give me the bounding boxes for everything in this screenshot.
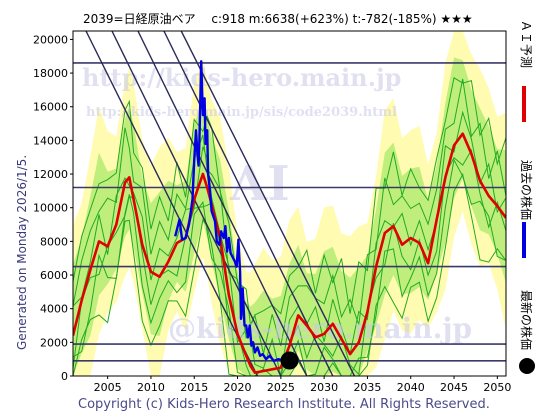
y-tick-label: 20000 (33, 33, 68, 46)
y-tick-label: 16000 (33, 101, 68, 114)
legend-ai-swatch (522, 86, 526, 122)
legend-latest-marker (519, 358, 535, 374)
x-tick-label: 2015 (180, 381, 208, 394)
x-tick-label: 2025 (267, 381, 295, 394)
plot-frame (72, 30, 507, 377)
trend-line (137, 31, 308, 376)
series-group (73, 60, 506, 374)
legend: ＡＩ予測 過去の株価 最新の株価 (519, 20, 535, 374)
forecast-bands (73, 31, 506, 376)
trend-lines (85, 31, 356, 376)
latest-price-marker (280, 351, 299, 370)
x-tick-label: 2005 (94, 381, 122, 394)
chart-title: 2039=日経原油ベア c:918 m:6638(+623%) t:-782(-… (83, 12, 473, 26)
scenario-line (73, 77, 506, 327)
ai-forecast-line (73, 132, 506, 374)
y-axis: 0 2000 4000 6000 8000 10000 12000 14000 16000 180… (33, 33, 73, 383)
x-tick-label: 2035 (353, 381, 381, 394)
watermark-group: http://kids-hero.main.jphttp://kids-hero… (82, 63, 472, 345)
trend-line (111, 31, 282, 376)
scenario-line (73, 110, 506, 376)
plot-area: http://kids-hero.main.jphttp://kids-hero… (72, 30, 507, 377)
legend-latest-label: 最新の株価 (519, 290, 534, 350)
scenario-line (73, 158, 506, 376)
scenario-line (73, 172, 506, 376)
y-tick-label: 12000 (33, 168, 68, 181)
y-tick-label: 8000 (40, 235, 68, 248)
copyright: Copyright (c) Kids-Hero Research Institu… (78, 397, 490, 412)
legend-past-label: 過去の株価 (519, 160, 534, 220)
watermark: @kids-hero.main.jp (168, 312, 472, 345)
x-tick-label: 2040 (397, 381, 425, 394)
legend-past-swatch (522, 222, 526, 258)
scenario-line (73, 78, 506, 354)
y-tick-label: 0 (61, 370, 68, 383)
inner-band (73, 57, 506, 376)
x-tick-label: 2030 (310, 381, 338, 394)
trend-line (85, 31, 259, 376)
x-tick-label: 2010 (137, 381, 165, 394)
x-tick-label: 2020 (224, 381, 252, 394)
y-tick-label: 10000 (33, 202, 68, 215)
watermark: http://kids-hero.main.jp/sis/code2039.ht… (86, 105, 397, 120)
y-tick-label: 2000 (40, 336, 68, 349)
x-axis: 2005 2010 2015 2020 2025 2030 2035 2040 2045 2050 (94, 376, 511, 394)
x-tick-label: 2050 (483, 381, 511, 394)
generated-date: Generated on Monday 2026/1/5. (15, 155, 29, 350)
past-price-line (174, 60, 290, 363)
trend-line (163, 31, 334, 376)
legend-ai-label: ＡＩ予測 (519, 20, 533, 68)
y-tick-label: 6000 (40, 269, 68, 282)
y-tick-label: 4000 (40, 303, 68, 316)
outer-band (73, 31, 506, 376)
trend-line (180, 31, 356, 376)
x-tick-label: 2045 (440, 381, 468, 394)
y-tick-label: 14000 (33, 134, 68, 147)
y-tick-label: 18000 (33, 67, 68, 80)
